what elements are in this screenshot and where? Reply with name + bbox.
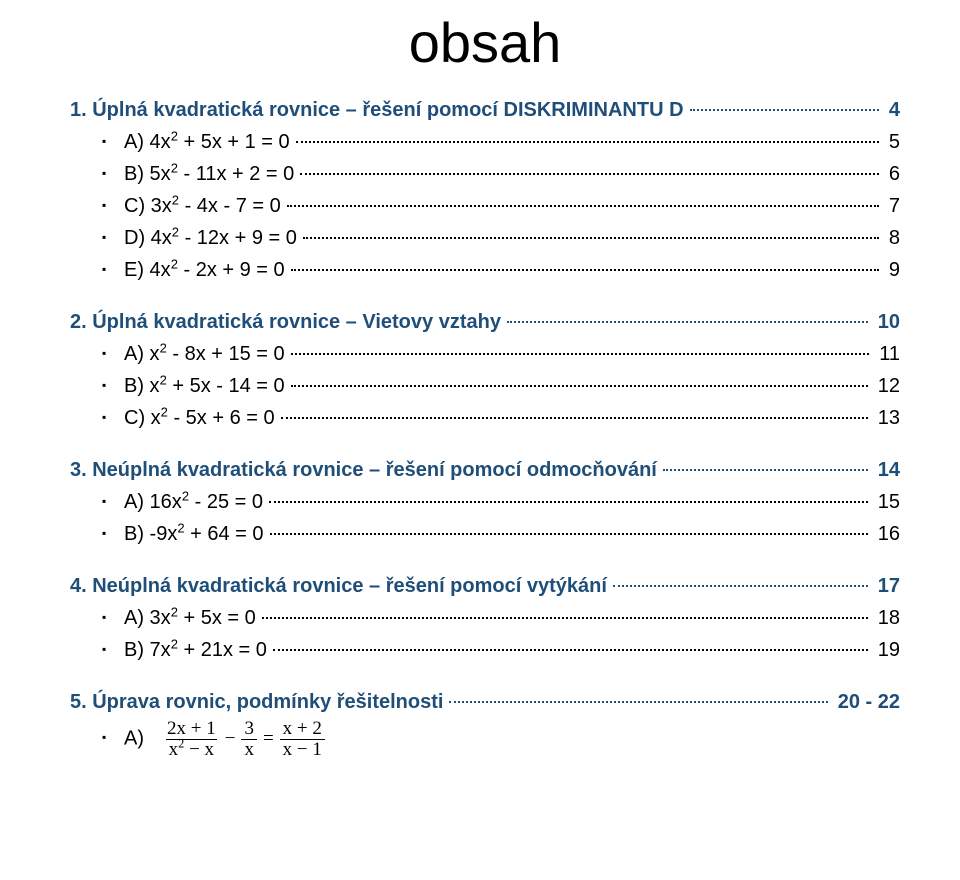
item-label: B) 7x2 + 21x = 0 (70, 635, 267, 665)
section-label: 2. Úplná kvadratická rovnice – Vietovy v… (70, 307, 501, 337)
toc-section-heading: 2. Úplná kvadratická rovnice – Vietovy v… (70, 307, 900, 337)
leader-dots (287, 205, 879, 207)
leader-dots (303, 237, 879, 239)
section-label: 4. Neúplná kvadratická rovnice – řešení … (70, 571, 607, 601)
item-label: A) 2x + 1x2 − x − 3x = x + 2x − 1 (70, 719, 325, 760)
section-page: 4 (885, 95, 900, 125)
item-label: C) x2 - 5x + 6 = 0 (70, 403, 275, 433)
item-page: 18 (874, 603, 900, 633)
item-page: 15 (874, 487, 900, 517)
item-label: E) 4x2 - 2x + 9 = 0 (70, 255, 285, 285)
section-label: 1. Úplná kvadratická rovnice – řešení po… (70, 95, 684, 125)
toc-section-heading: 1. Úplná kvadratická rovnice – řešení po… (70, 95, 900, 125)
leader-dots (281, 417, 868, 419)
section-page: 17 (874, 571, 900, 601)
item-label: A) 3x2 + 5x = 0 (70, 603, 256, 633)
item-page: 12 (874, 371, 900, 401)
table-of-contents: 1. Úplná kvadratická rovnice – řešení po… (70, 95, 900, 780)
item-label: B) x2 + 5x - 14 = 0 (70, 371, 285, 401)
leader-dots (291, 269, 879, 271)
toc-item: A) 16x2 - 25 = 0 15 (70, 487, 900, 517)
toc-item: A) 2x + 1x2 − x − 3x = x + 2x − 1 (70, 719, 900, 760)
toc-item: A) x2 - 8x + 15 = 0 11 (70, 339, 900, 369)
item-label: C) 3x2 - 4x - 7 = 0 (70, 191, 281, 221)
item-page: 8 (885, 223, 900, 253)
toc-item: B) -9x2 + 64 = 0 16 (70, 519, 900, 549)
toc-item: C) 3x2 - 4x - 7 = 0 7 (70, 191, 900, 221)
section-label: 3. Neúplná kvadratická rovnice – řešení … (70, 455, 657, 485)
leader-dots (613, 585, 868, 587)
toc-item: B) 5x2 - 11x + 2 = 0 6 (70, 159, 900, 189)
item-page: 16 (874, 519, 900, 549)
section-spacer (70, 667, 900, 685)
toc-section-heading: 4. Neúplná kvadratická rovnice – řešení … (70, 571, 900, 601)
toc-item: A) 4x2 + 5x + 1 = 0 5 (70, 127, 900, 157)
leader-dots (291, 385, 868, 387)
page-content: obsah 1. Úplná kvadratická rovnice – řeš… (0, 0, 960, 800)
toc-item: B) x2 + 5x - 14 = 0 12 (70, 371, 900, 401)
toc-item: C) x2 - 5x + 6 = 0 13 (70, 403, 900, 433)
leader-dots (449, 701, 827, 703)
item-label: A) 16x2 - 25 = 0 (70, 487, 263, 517)
item-label: A) 4x2 + 5x + 1 = 0 (70, 127, 290, 157)
item-page: 11 (875, 339, 900, 369)
formula: 2x + 1x2 − x − 3x = x + 2x − 1 (164, 719, 325, 760)
leader-dots (507, 321, 868, 323)
leader-dots (663, 469, 868, 471)
item-page: 19 (874, 635, 900, 665)
item-label: D) 4x2 - 12x + 9 = 0 (70, 223, 297, 253)
leader-dots (291, 353, 870, 355)
page-title: obsah (70, 10, 900, 75)
item-page: 9 (885, 255, 900, 285)
section-spacer (70, 435, 900, 453)
section-page: 10 (874, 307, 900, 337)
section-spacer (70, 551, 900, 569)
toc-item: A) 3x2 + 5x = 0 18 (70, 603, 900, 633)
section-label: 5. Úprava rovnic, podmínky řešitelnosti (70, 687, 443, 717)
toc-item: E) 4x2 - 2x + 9 = 0 9 (70, 255, 900, 285)
leader-dots (270, 533, 868, 535)
toc-item: D) 4x2 - 12x + 9 = 0 8 (70, 223, 900, 253)
leader-dots (690, 109, 879, 111)
toc-section-heading: 3. Neúplná kvadratická rovnice – řešení … (70, 455, 900, 485)
item-label: B) -9x2 + 64 = 0 (70, 519, 264, 549)
leader-dots (269, 501, 868, 503)
toc-section-heading: 5. Úprava rovnic, podmínky řešitelnosti 2… (70, 687, 900, 717)
leader-dots (262, 617, 868, 619)
toc-item: B) 7x2 + 21x = 0 19 (70, 635, 900, 665)
leader-dots (296, 141, 879, 143)
item-page: 7 (885, 191, 900, 221)
section-page: 14 (874, 455, 900, 485)
item-label: B) 5x2 - 11x + 2 = 0 (70, 159, 294, 189)
section-spacer (70, 762, 900, 780)
item-label: A) x2 - 8x + 15 = 0 (70, 339, 285, 369)
section-page: 20 - 22 (834, 687, 900, 717)
item-page: 6 (885, 159, 900, 189)
section-spacer (70, 287, 900, 305)
item-page: 5 (885, 127, 900, 157)
leader-dots (300, 173, 879, 175)
leader-dots (273, 649, 868, 651)
item-page: 13 (874, 403, 900, 433)
